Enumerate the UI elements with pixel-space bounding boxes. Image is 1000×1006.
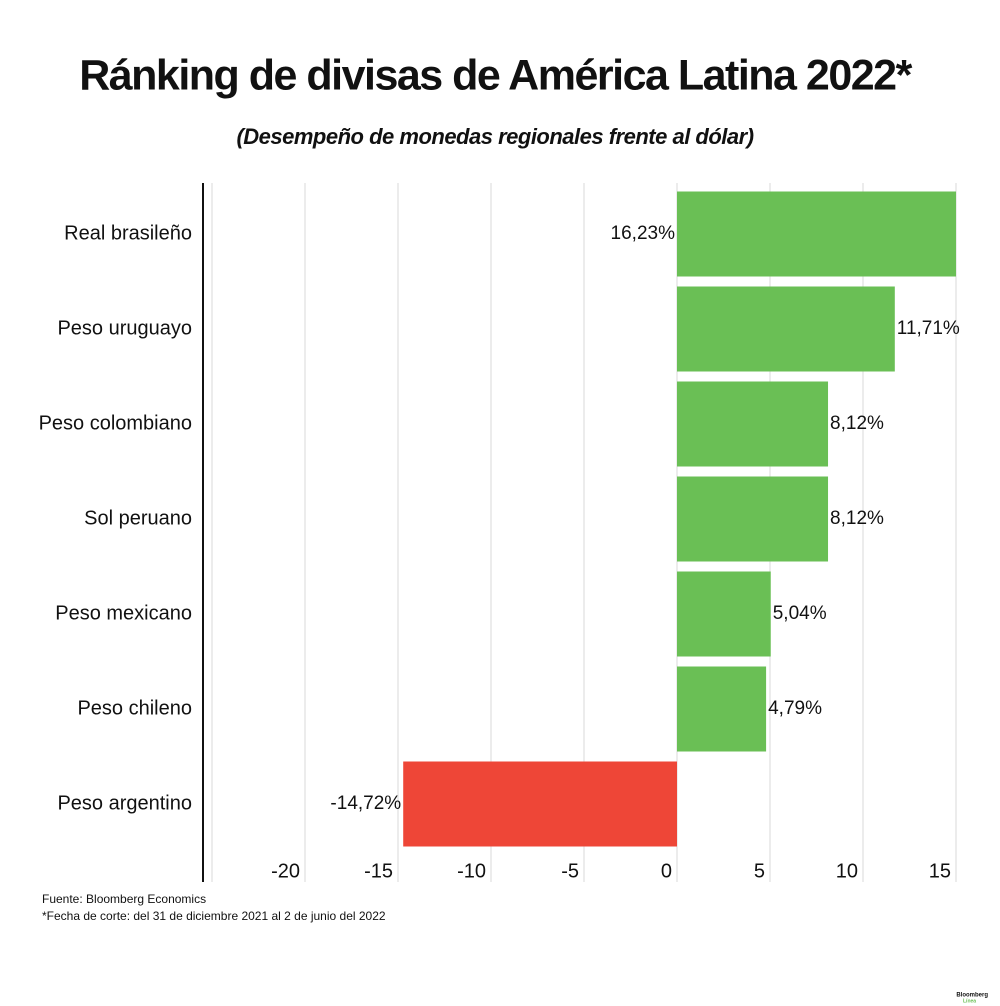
category-label: Peso argentino (57, 792, 192, 814)
chart-title: Ránking de divisas de América Latina 202… (79, 51, 912, 99)
bar (677, 286, 895, 372)
bar (677, 381, 829, 467)
category-label: Real brasileño (64, 222, 192, 244)
value-label: 8,12% (830, 508, 884, 529)
bar (677, 571, 771, 657)
value-label: 11,71% (897, 318, 960, 339)
value-label: 16,23% (611, 223, 676, 244)
category-label: Peso chileno (77, 697, 192, 719)
bar (677, 191, 956, 277)
x-tick-label: 15 (929, 860, 951, 882)
x-tick-label: 5 (754, 860, 765, 882)
category-label: Peso colombiano (39, 412, 192, 434)
bars (403, 191, 956, 847)
x-tick-label: 0 (661, 860, 672, 882)
category-label: Peso mexicano (55, 602, 192, 624)
note: Fuente: Bloomberg Economics (42, 892, 206, 906)
logo: Línea (963, 998, 976, 1004)
bar (677, 666, 767, 752)
logo: Bloomberg (956, 993, 988, 999)
labels: -20 -15 -10 -5 0 5 10 15 Real brasileño 16,23% Pes… (39, 222, 960, 882)
x-tick-label: 10 (836, 860, 858, 882)
value-label: 8,12% (830, 413, 884, 434)
note: *Fecha de corte: del 31 de diciembre 202… (42, 909, 386, 923)
x-tick-label: -20 (271, 860, 300, 882)
x-tick-label: -15 (364, 860, 393, 882)
category-label: Peso uruguayo (57, 317, 192, 339)
chart-subtitle: (Desempeño de monedas regionales frente … (236, 124, 753, 149)
bar (677, 476, 829, 562)
x-tick-label: -10 (457, 860, 486, 882)
bar (403, 761, 677, 847)
category-label: Sol peruano (84, 507, 192, 529)
x-tick-label: -5 (561, 860, 579, 882)
value-label: 5,04% (773, 603, 827, 624)
value-label: 4,79% (768, 698, 822, 719)
value-label: -14,72% (330, 793, 401, 814)
